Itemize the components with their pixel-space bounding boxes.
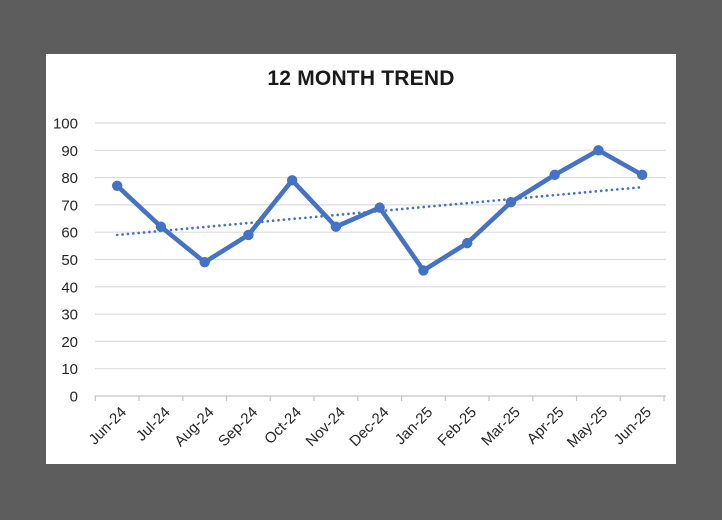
x-axis-label: Mar-25 xyxy=(478,404,524,450)
chart-panel: 0 10 20 30 40 50 60 70 80 90 100 Jun-24 Jul-24 Aug-24… xyxy=(46,54,676,464)
data-point-marker xyxy=(461,237,473,249)
y-axis-label: 80 xyxy=(61,170,78,187)
chart-title: 12 MONTH TREND xyxy=(267,67,455,90)
x-axis-label: Feb-25 xyxy=(434,404,480,450)
data-point-marker xyxy=(418,265,429,276)
data-point-marker xyxy=(636,169,648,181)
x-axis-label: Oct-24 xyxy=(261,404,305,448)
y-axis-label: 10 xyxy=(61,361,78,378)
y-axis-label: 40 xyxy=(61,279,78,296)
x-axis-label: Sep-24 xyxy=(215,404,261,450)
chart-canvas: 0 10 20 30 40 50 60 70 80 90 100 Jun-24 Jul-24Aug-24… xyxy=(53,116,666,451)
data-point-marker xyxy=(155,221,167,232)
y-axis-label: 20 xyxy=(61,334,78,351)
data-point-marker xyxy=(374,202,385,213)
y-axis-label: 30 xyxy=(61,307,78,324)
x-axis-label: Jan-25 xyxy=(392,404,436,448)
y-axis-label: 0 xyxy=(70,389,78,406)
data-point-marker xyxy=(593,145,604,156)
y-axis-label: 60 xyxy=(61,225,78,242)
x-axis-label: Aug-24 xyxy=(171,404,217,450)
y-axis-label: 90 xyxy=(61,143,78,160)
y-axis-label: 50 xyxy=(61,252,78,269)
data-point-marker xyxy=(549,169,560,181)
x-axis-label: Jul-24 xyxy=(133,404,174,445)
data-point-marker xyxy=(505,196,517,208)
x-axis-label: Jun-24 xyxy=(86,404,130,448)
data-point-marker xyxy=(330,221,342,232)
data-point-marker xyxy=(199,257,210,268)
data-point-marker xyxy=(286,175,298,186)
x-axis-label: Jun-25 xyxy=(611,404,655,448)
y-axis-label: 100 xyxy=(53,116,78,133)
x-axis-label: Nov-24 xyxy=(303,404,349,450)
data-point-marker xyxy=(243,229,254,241)
data-point-marker xyxy=(111,180,123,191)
x-axis-label: May-25 xyxy=(564,404,611,451)
y-axis-label: 70 xyxy=(61,197,78,214)
x-axis-label: Apr-25 xyxy=(524,404,568,448)
x-axis-label: Dec-24 xyxy=(346,404,392,450)
